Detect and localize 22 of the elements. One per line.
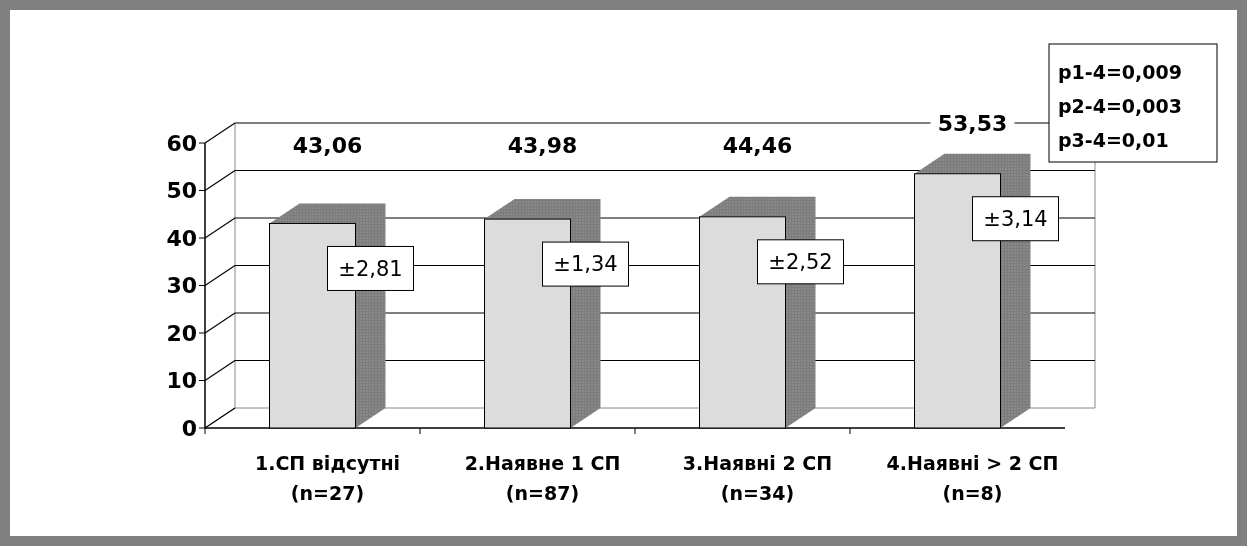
data-label: 44,46 [722,132,793,158]
y-tick-label: 50 [166,178,197,204]
y-tick-label: 10 [166,368,197,394]
x-tick-label: 1.СП відсутні (n=27) [254,452,401,504]
x-tick-label: 4.Наявні > 2 СП (n=8) [886,452,1059,504]
x-tick-label: 3.Наявні 2 СП (n=34) [682,452,833,504]
y-tick-label: 20 [166,320,197,346]
data-label: 43,98 [507,132,578,158]
y-tick-label: 60 [166,130,197,156]
y-tick-label: 30 [166,273,197,299]
text: p2-4=0,003 [1058,94,1182,117]
x-tick-label: 2.Наявне 1 СП (n=87) [464,452,621,504]
annotation: ±2,52 [768,250,833,275]
y-tick-label: 40 [166,225,197,251]
annotation: ±1,34 [553,252,618,277]
text: p1-4=0,009 [1058,60,1182,83]
annotation: ±3,14 [983,207,1048,232]
data-label: 53,53 [937,111,1008,137]
data-label: 43,06 [292,132,363,158]
annotation: ±2,81 [338,256,403,281]
annotation: p3-4=0,01 [1058,128,1169,151]
y-tick-label: 0 [181,415,197,441]
